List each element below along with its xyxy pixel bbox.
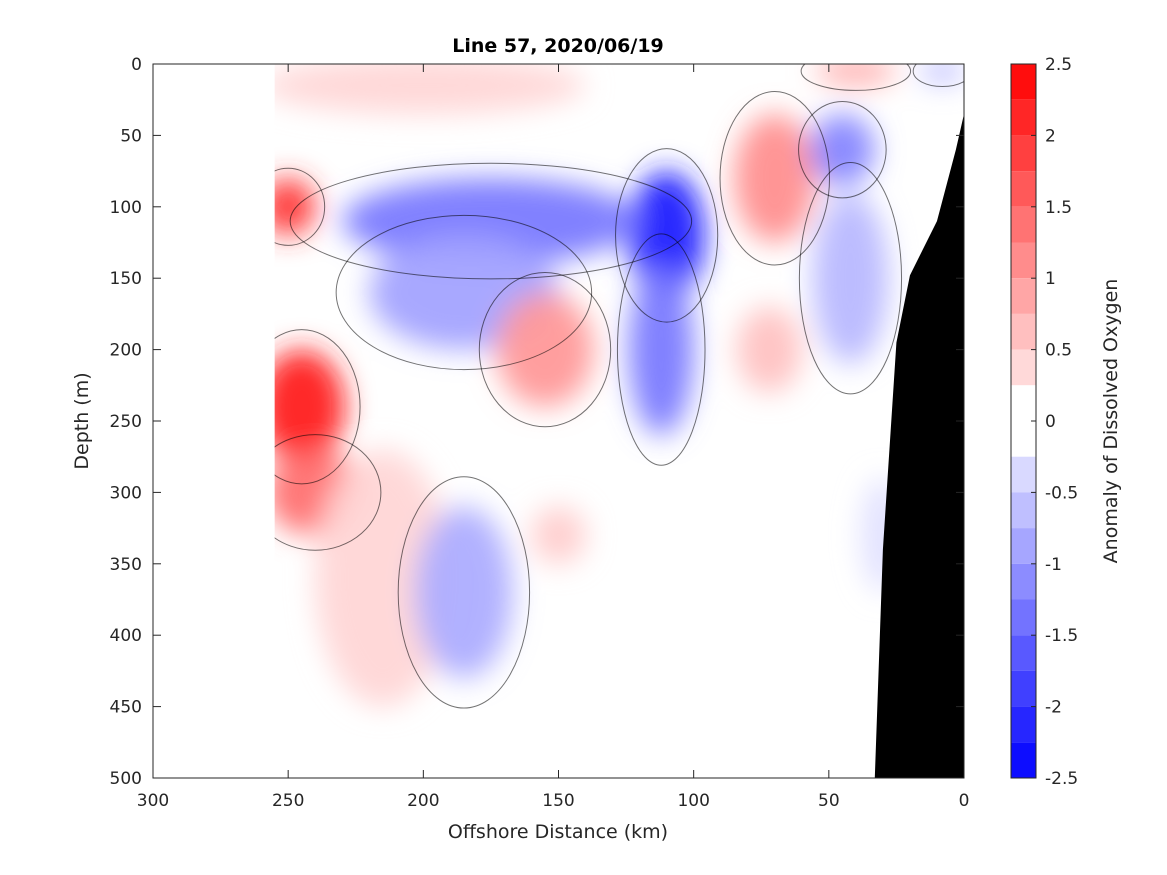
colorbar-band (1011, 313, 1036, 350)
colorbar-band (1011, 99, 1036, 136)
zero-contour-9 (798, 100, 887, 199)
zero-contours (274, 64, 964, 709)
colorbar-band (1011, 492, 1036, 529)
x-axis-ticks: 300 250 200 150 100 50 0 (137, 64, 970, 811)
y-tick-label: 0 (131, 55, 142, 75)
zero-contour-8 (719, 90, 831, 266)
anomaly-feature-6 (628, 263, 694, 436)
colorbar-band (1011, 456, 1036, 493)
zero-contour-3 (615, 148, 719, 323)
y-tick-label: 250 (110, 412, 142, 432)
anomaly-feature-11 (734, 113, 816, 243)
colorbar-band (1011, 385, 1036, 421)
colorbar-ticks: 2.5 2 1.5 1 0.5 0 -0.5 -1 -1.5 -2 -2.5 (1031, 55, 1078, 789)
y-tick-label: 450 (110, 698, 142, 718)
zero-contour-2 (274, 434, 382, 551)
y-tick-label: 400 (110, 626, 142, 646)
x-tick-label: 100 (677, 791, 709, 811)
zero-contour-12 (800, 64, 912, 91)
anomaly-feature-1 (274, 178, 316, 236)
anomaly-feature-5 (628, 171, 705, 300)
zero-contour-1 (274, 167, 326, 246)
zero-contour-6 (335, 214, 593, 371)
colorbar-band (1011, 135, 1036, 172)
x-tick-label: 250 (272, 791, 304, 811)
y-tick-label: 300 (110, 483, 142, 503)
anomaly-feature-17 (815, 64, 897, 86)
colorbar-tick-label: 2.5 (1045, 55, 1072, 75)
plot-area: 300 250 200 150 100 50 0 050100150200250300350… (110, 55, 970, 811)
colorbar-band (1011, 421, 1036, 457)
x-tick-label: 150 (542, 791, 574, 811)
colorbar-band (1011, 599, 1036, 636)
x-tick-label: 0 (959, 791, 970, 811)
x-tick-label: 50 (818, 791, 840, 811)
anomaly-field (274, 64, 964, 707)
zero-contour-10 (798, 162, 903, 395)
colorbar-label: Anomaly of Dissolved Oxygen (1100, 279, 1122, 564)
colorbar-band (1011, 206, 1036, 243)
anomaly-feature-4 (274, 64, 586, 114)
colorbar-band (1011, 528, 1036, 564)
colorbar-tick-label: -2.5 (1045, 769, 1078, 789)
anomaly-feature-9 (496, 292, 594, 407)
y-tick-label: 100 (110, 198, 142, 218)
y-tick-label: 350 (110, 555, 142, 575)
colorbar-band (1011, 563, 1036, 600)
colorbar-tick-label: 0 (1045, 412, 1056, 432)
colorbar-band (1011, 171, 1036, 207)
anomaly-feature-10 (531, 506, 586, 564)
bathymetry-mask (874, 113, 964, 779)
zero-contour-0 (274, 329, 361, 485)
zero-contour-4 (616, 233, 706, 466)
colorbar-band (1011, 635, 1036, 671)
colorbar-tick-label: 2 (1045, 126, 1056, 146)
colorbar-band (1011, 64, 1036, 100)
y-tick-label: 150 (110, 269, 142, 289)
colorbar-tick-label: 1.5 (1045, 198, 1072, 218)
colorbar-band (1011, 706, 1036, 743)
y-tick-label: 50 (120, 126, 142, 146)
x-axis-label: Offshore Distance (km) (448, 821, 668, 843)
anomaly-feature-7 (342, 178, 640, 264)
colorbar-tick-label: -1.5 (1045, 626, 1078, 646)
anomaly-feature-18 (920, 64, 964, 83)
zero-contour-11 (397, 476, 531, 709)
colorbar-band (1011, 742, 1036, 778)
colorbar-tick-label: -1 (1045, 555, 1062, 575)
colorbar-tick-label: -0.5 (1045, 483, 1078, 503)
colorbar-tick-label: -2 (1045, 698, 1062, 718)
y-tick-label: 500 (110, 769, 142, 789)
colorbar-tick-label: 0.5 (1045, 341, 1072, 361)
anomaly-feature-15 (415, 506, 513, 679)
anomaly-feature-3 (315, 449, 451, 707)
zero-contour-7 (478, 271, 612, 428)
chart-title: Line 57, 2020/06/19 (452, 35, 664, 57)
colorbar-band (1011, 349, 1036, 386)
zero-contour-5 (289, 162, 693, 280)
y-axis-label: Depth (m) (71, 372, 93, 469)
anomaly-feature-13 (809, 113, 875, 186)
colorbar-band (1011, 242, 1036, 279)
y-axis-ticks: 0 50 100 150 200 250 300 350 400 450 500 (110, 55, 964, 789)
anomaly-feature-12 (736, 306, 802, 393)
x-tick-label: 200 (407, 791, 439, 811)
y-tick-label: 200 (110, 341, 142, 361)
colorbar-tick-label: 1 (1045, 269, 1056, 289)
zero-contour-13 (912, 64, 964, 88)
colorbar-band (1011, 670, 1036, 707)
x-tick-label: 300 (137, 791, 169, 811)
anomaly-feature-14 (812, 192, 889, 364)
colorbar-band (1011, 278, 1036, 314)
